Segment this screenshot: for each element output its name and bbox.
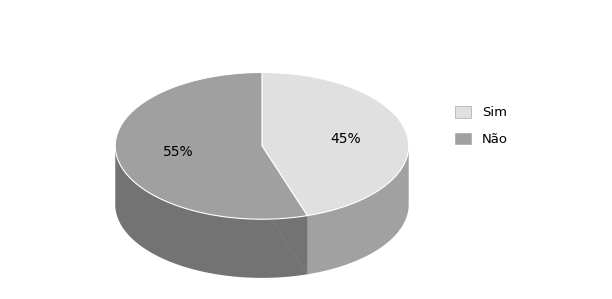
Polygon shape bbox=[262, 72, 409, 216]
Legend: Sim, Não: Sim, Não bbox=[450, 101, 513, 151]
Text: 55%: 55% bbox=[163, 146, 193, 159]
Polygon shape bbox=[307, 146, 409, 274]
Polygon shape bbox=[115, 72, 307, 219]
Polygon shape bbox=[262, 146, 307, 274]
Text: 45%: 45% bbox=[330, 132, 361, 146]
Polygon shape bbox=[262, 146, 307, 274]
Polygon shape bbox=[115, 147, 307, 278]
